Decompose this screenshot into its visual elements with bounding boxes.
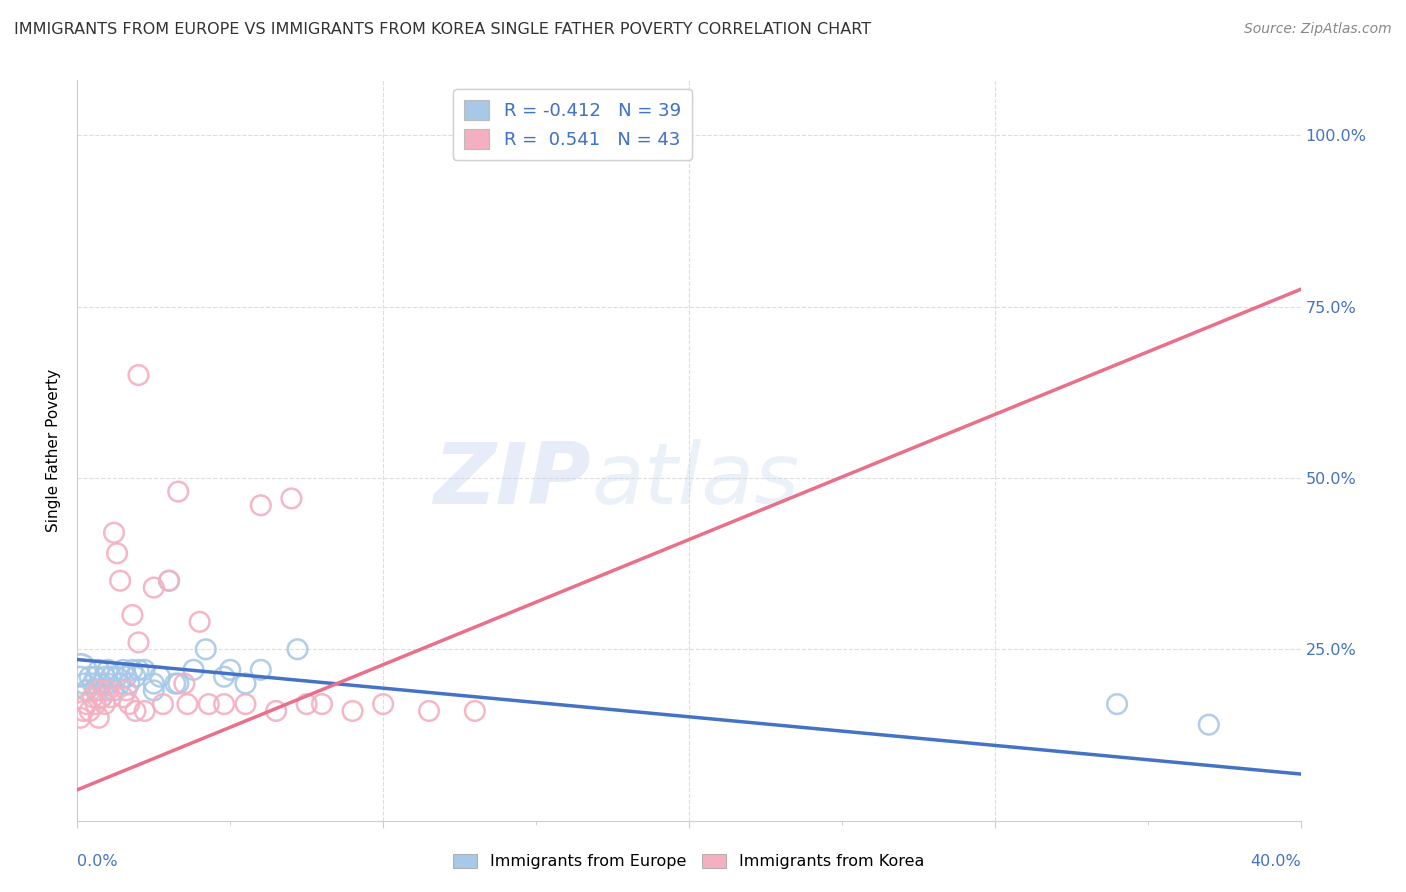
Text: ZIP: ZIP — [433, 439, 591, 522]
Point — [219, 663, 242, 677]
Point — [69, 711, 91, 725]
Point — [105, 670, 128, 684]
Point — [112, 663, 135, 677]
Point — [124, 670, 146, 684]
Point — [121, 607, 143, 622]
Point — [418, 704, 440, 718]
Point — [90, 676, 112, 690]
Text: 40.0%: 40.0% — [1250, 854, 1301, 869]
Point — [72, 704, 94, 718]
Point — [84, 683, 107, 698]
Point — [79, 704, 101, 718]
Point — [94, 670, 117, 684]
Point — [1198, 717, 1220, 731]
Point — [165, 676, 187, 690]
Point — [97, 663, 120, 677]
Point — [287, 642, 309, 657]
Point — [115, 670, 138, 684]
Point — [69, 663, 91, 677]
Point — [235, 676, 257, 690]
Point — [82, 690, 104, 705]
Point — [82, 676, 104, 690]
Y-axis label: Single Father Poverty: Single Father Poverty — [46, 369, 62, 532]
Point — [212, 697, 235, 711]
Point — [183, 663, 205, 677]
Point — [142, 676, 165, 690]
Point — [97, 683, 120, 698]
Point — [87, 683, 110, 698]
Point — [128, 635, 150, 649]
Point — [295, 697, 318, 711]
Point — [103, 525, 125, 540]
Point — [250, 498, 273, 512]
Point — [194, 642, 217, 657]
Point — [108, 676, 131, 690]
Point — [100, 670, 122, 684]
Point — [112, 690, 135, 705]
Point — [311, 697, 333, 711]
Point — [157, 574, 180, 588]
Point — [128, 368, 150, 382]
Point — [264, 704, 287, 718]
Point — [342, 704, 364, 718]
Point — [134, 663, 156, 677]
Point — [118, 676, 141, 690]
Point — [250, 663, 273, 677]
Point — [188, 615, 211, 629]
Point — [105, 546, 128, 560]
Point — [87, 711, 110, 725]
Point — [212, 670, 235, 684]
Point — [198, 697, 221, 711]
Point — [90, 690, 112, 705]
Point — [157, 574, 180, 588]
Text: Source: ZipAtlas.com: Source: ZipAtlas.com — [1244, 22, 1392, 37]
Point — [100, 690, 122, 705]
Point — [167, 676, 190, 690]
Point — [72, 676, 94, 690]
Point — [176, 697, 198, 711]
Point — [121, 663, 143, 677]
Point — [280, 491, 302, 506]
Point — [173, 676, 195, 690]
Point — [103, 683, 125, 698]
Point — [464, 704, 486, 718]
Text: IMMIGRANTS FROM EUROPE VS IMMIGRANTS FROM KOREA SINGLE FATHER POVERTY CORRELATIO: IMMIGRANTS FROM EUROPE VS IMMIGRANTS FRO… — [14, 22, 872, 37]
Point — [1107, 697, 1129, 711]
Point — [134, 704, 156, 718]
Point — [371, 697, 394, 711]
Point — [69, 670, 91, 684]
Point — [84, 697, 107, 711]
Point — [152, 697, 174, 711]
Point — [524, 128, 547, 142]
Point — [76, 697, 98, 711]
Point — [97, 676, 120, 690]
Point — [142, 683, 165, 698]
Point — [115, 683, 138, 698]
Point — [128, 663, 150, 677]
Point — [94, 697, 117, 711]
Point — [149, 670, 172, 684]
Point — [118, 697, 141, 711]
Point — [90, 690, 112, 705]
Point — [235, 697, 257, 711]
Point — [87, 663, 110, 677]
Text: atlas: atlas — [591, 439, 799, 522]
Point — [142, 581, 165, 595]
Point — [124, 704, 146, 718]
Point — [79, 670, 101, 684]
Point — [167, 484, 190, 499]
Point — [108, 574, 131, 588]
Text: 0.0%: 0.0% — [77, 854, 118, 869]
Legend: R = -0.412   N = 39, R =  0.541   N = 43: R = -0.412 N = 39, R = 0.541 N = 43 — [453, 89, 692, 160]
Point — [84, 670, 107, 684]
Point — [76, 683, 98, 698]
